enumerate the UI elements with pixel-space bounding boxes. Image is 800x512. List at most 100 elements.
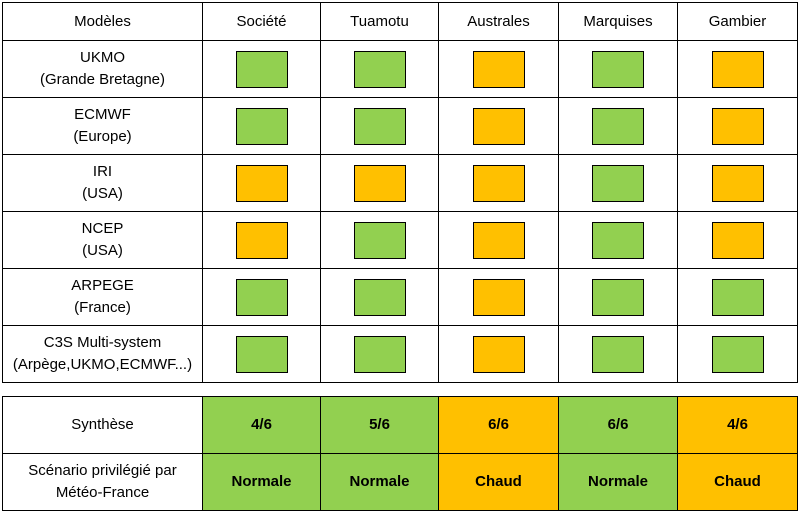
model-row: NCEP (USA) xyxy=(2,211,798,269)
forecast-cell xyxy=(320,268,439,326)
forecast-indicator-green xyxy=(353,107,406,145)
model-name: C3S Multi-system xyxy=(43,334,162,351)
forecast-indicator-orange xyxy=(711,221,764,259)
forecast-indicator-green xyxy=(592,50,644,88)
model-name: IRI xyxy=(92,163,113,180)
synthese-value: 6/6 xyxy=(438,396,559,454)
forecast-indicator-orange xyxy=(472,164,525,202)
forecast-cell xyxy=(320,97,439,155)
forecast-cell xyxy=(558,325,678,383)
forecast-cell xyxy=(438,40,559,98)
model-origin: (USA) xyxy=(82,242,123,259)
forecast-indicator-orange xyxy=(235,164,288,202)
forecast-cell xyxy=(558,154,678,212)
model-forecast-table: Modèles Société Tuamotu Australes Marquises… xyxy=(2,2,798,383)
forecast-indicator-green xyxy=(235,107,288,145)
forecast-cell xyxy=(677,268,798,326)
forecast-indicator-orange xyxy=(472,221,525,259)
synthese-label: Synthèse xyxy=(2,396,203,454)
forecast-indicator-green xyxy=(235,50,288,88)
forecast-cell xyxy=(558,268,678,326)
forecast-cell xyxy=(558,40,678,98)
forecast-cell xyxy=(438,325,559,383)
synthese-value: 5/6 xyxy=(320,396,439,454)
forecast-cell xyxy=(677,97,798,155)
forecast-cell xyxy=(202,97,321,155)
model-name: ECMWF xyxy=(74,106,131,123)
forecast-cell xyxy=(677,325,798,383)
model-origin: (USA) xyxy=(82,185,123,202)
forecast-indicator-green xyxy=(353,50,406,88)
model-origin: (Grande Bretagne) xyxy=(39,71,166,88)
forecast-indicator-orange xyxy=(353,164,406,202)
model-row: IRI (USA) xyxy=(2,154,798,212)
model-name: NCEP xyxy=(81,220,124,237)
forecast-indicator-green xyxy=(711,278,764,316)
forecast-cell xyxy=(202,154,321,212)
scenario-value: Chaud xyxy=(438,453,559,511)
header-region: Australes xyxy=(438,2,559,41)
header-region: Marquises xyxy=(558,2,678,41)
model-origin: (France) xyxy=(74,299,131,316)
forecast-indicator-orange xyxy=(711,107,764,145)
forecast-cell xyxy=(438,154,559,212)
forecast-cell xyxy=(558,97,678,155)
forecast-cell xyxy=(202,325,321,383)
forecast-cell xyxy=(558,211,678,269)
forecast-indicator-orange xyxy=(711,164,764,202)
forecast-cell xyxy=(438,268,559,326)
synthese-value: 4/6 xyxy=(202,396,321,454)
forecast-cell xyxy=(438,211,559,269)
scenario-value: Normale xyxy=(558,453,678,511)
model-name-cell: NCEP (USA) xyxy=(2,211,203,269)
synthese-value: 6/6 xyxy=(558,396,678,454)
forecast-indicator-orange xyxy=(472,50,525,88)
forecast-indicator-green xyxy=(592,221,644,259)
forecast-indicator-green xyxy=(353,221,406,259)
forecast-indicator-orange xyxy=(235,221,288,259)
forecast-indicator-green xyxy=(711,335,764,373)
model-row: UKMO (Grande Bretagne) xyxy=(2,40,798,98)
model-origin: (Europe) xyxy=(73,128,132,145)
synthesis-table: Synthèse 4/6 5/6 6/6 6/6 4/6 Scénario privil… xyxy=(2,396,798,511)
forecast-indicator-orange xyxy=(472,107,525,145)
model-name: UKMO xyxy=(80,49,125,66)
forecast-indicator-green xyxy=(592,107,644,145)
model-name-cell: UKMO (Grande Bretagne) xyxy=(2,40,203,98)
forecast-cell xyxy=(202,268,321,326)
forecast-indicator-green xyxy=(235,278,288,316)
scenario-value: Normale xyxy=(320,453,439,511)
forecast-indicator-green xyxy=(353,278,406,316)
header-region: Gambier xyxy=(677,2,798,41)
model-origin: (Arpège,UKMO,ECMWF...) xyxy=(12,356,193,373)
forecast-cell xyxy=(677,40,798,98)
forecast-cell xyxy=(677,154,798,212)
forecast-indicator-orange xyxy=(711,50,764,88)
scenario-label: Scénario privilégié par Météo-France xyxy=(2,453,203,511)
scenario-value: Chaud xyxy=(677,453,798,511)
model-row: ARPEGE (France) xyxy=(2,268,798,326)
forecast-cell xyxy=(202,211,321,269)
forecast-cell xyxy=(320,211,439,269)
forecast-cell xyxy=(320,154,439,212)
model-name: ARPEGE xyxy=(71,277,134,294)
forecast-cell xyxy=(320,325,439,383)
forecast-indicator-green xyxy=(592,164,644,202)
header-row: Modèles Société Tuamotu Australes Marquises… xyxy=(2,2,798,41)
model-row: C3S Multi-system (Arpège,UKMO,ECMWF...) xyxy=(2,325,798,383)
model-name-cell: C3S Multi-system (Arpège,UKMO,ECMWF...) xyxy=(2,325,203,383)
forecast-cell xyxy=(438,97,559,155)
header-models: Modèles xyxy=(2,2,203,41)
forecast-indicator-green xyxy=(592,335,644,373)
header-region: Société xyxy=(202,2,321,41)
forecast-indicator-green xyxy=(235,335,288,373)
forecast-cell xyxy=(677,211,798,269)
forecast-indicator-green xyxy=(592,278,644,316)
forecast-indicator-green xyxy=(353,335,406,373)
header-region: Tuamotu xyxy=(320,2,439,41)
model-name-cell: ECMWF (Europe) xyxy=(2,97,203,155)
synthese-row: Synthèse 4/6 5/6 6/6 6/6 4/6 xyxy=(2,396,798,454)
model-row: ECMWF (Europe) xyxy=(2,97,798,155)
scenario-row: Scénario privilégié par Météo-France Norm… xyxy=(2,453,798,511)
model-name-cell: ARPEGE (France) xyxy=(2,268,203,326)
